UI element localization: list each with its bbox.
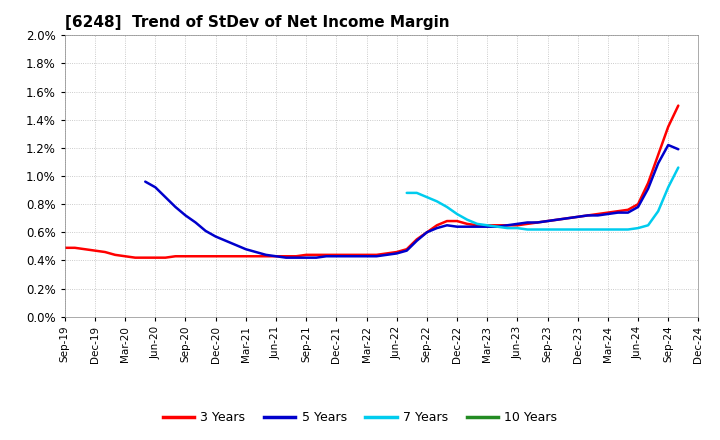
Legend: 3 Years, 5 Years, 7 Years, 10 Years: 3 Years, 5 Years, 7 Years, 10 Years — [158, 407, 562, 429]
Text: [6248]  Trend of StDev of Net Income Margin: [6248] Trend of StDev of Net Income Marg… — [65, 15, 449, 30]
